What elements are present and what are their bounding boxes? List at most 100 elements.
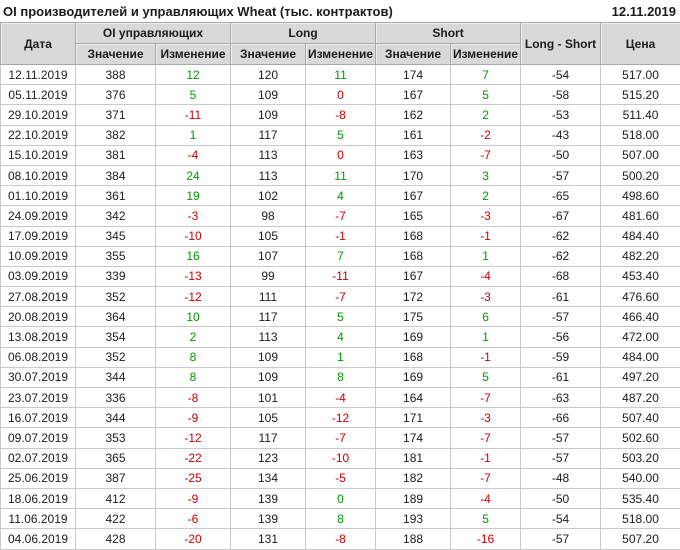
cell-short-change: -7 [451, 388, 521, 408]
col-header-short-group: Short [376, 23, 521, 44]
cell-oi-value: 384 [76, 165, 156, 185]
cell-oi-change: -13 [156, 266, 231, 286]
cell-oi-value: 355 [76, 246, 156, 266]
table-row: 29.10.2019 371 -11 109 -8 162 2 -53 511.… [1, 105, 680, 125]
cell-price: 497.20 [601, 367, 680, 387]
cell-short-value: 188 [376, 529, 451, 549]
cell-short-change: 6 [451, 307, 521, 327]
cell-oi-change: -9 [156, 488, 231, 508]
cell-long-short: -61 [521, 287, 601, 307]
cell-short-change: -1 [451, 448, 521, 468]
cell-long-short: -59 [521, 347, 601, 367]
cell-long-short: -50 [521, 145, 601, 165]
cell-short-value: 181 [376, 448, 451, 468]
cell-long-value: 134 [231, 468, 306, 488]
cell-price: 540.00 [601, 468, 680, 488]
cell-oi-value: 345 [76, 226, 156, 246]
cell-oi-value: 352 [76, 347, 156, 367]
cell-date: 06.08.2019 [1, 347, 76, 367]
table-row: 17.09.2019 345 -10 105 -1 168 -1 -62 484… [1, 226, 680, 246]
cell-date: 09.07.2019 [1, 428, 76, 448]
cell-oi-value: 339 [76, 266, 156, 286]
cell-oi-value: 388 [76, 65, 156, 85]
cell-long-change: 8 [306, 367, 376, 387]
cell-oi-value: 422 [76, 509, 156, 529]
cell-long-change: -8 [306, 105, 376, 125]
cell-date: 04.06.2019 [1, 529, 76, 549]
cell-long-short: -56 [521, 327, 601, 347]
cell-long-value: 117 [231, 307, 306, 327]
page-title: OI производителей и управляющих Wheat (т… [3, 4, 393, 19]
cell-price: 482.20 [601, 246, 680, 266]
cell-short-value: 174 [376, 65, 451, 85]
table-row: 02.07.2019 365 -22 123 -10 181 -1 -57 50… [1, 448, 680, 468]
col-header-long-value: Значение [231, 44, 306, 65]
col-header-long-change: Изменение [306, 44, 376, 65]
cell-oi-change: 8 [156, 347, 231, 367]
table-row: 25.06.2019 387 -25 134 -5 182 -7 -48 540… [1, 468, 680, 488]
cell-long-change: 0 [306, 488, 376, 508]
cell-price: 498.60 [601, 186, 680, 206]
cell-oi-value: 344 [76, 367, 156, 387]
cell-price: 453.40 [601, 266, 680, 286]
table-row: 04.06.2019 428 -20 131 -8 188 -16 -57 50… [1, 529, 680, 549]
cell-long-value: 101 [231, 388, 306, 408]
cell-long-change: 4 [306, 186, 376, 206]
cell-oi-value: 428 [76, 529, 156, 549]
cell-short-value: 169 [376, 327, 451, 347]
table-row: 03.09.2019 339 -13 99 -11 167 -4 -68 453… [1, 266, 680, 286]
title-bar: OI производителей и управляющих Wheat (т… [0, 0, 680, 22]
cell-oi-change: -8 [156, 388, 231, 408]
cell-price: 518.00 [601, 509, 680, 529]
cell-price: 500.20 [601, 165, 680, 185]
cell-short-change: -1 [451, 347, 521, 367]
cell-short-change: -3 [451, 408, 521, 428]
cell-oi-change: 10 [156, 307, 231, 327]
cell-long-value: 131 [231, 529, 306, 549]
cell-long-change: -1 [306, 226, 376, 246]
cell-long-value: 117 [231, 428, 306, 448]
cell-long-value: 105 [231, 408, 306, 428]
cell-short-change: 5 [451, 509, 521, 529]
cell-oi-change: 24 [156, 165, 231, 185]
cell-short-change: -3 [451, 206, 521, 226]
cell-long-short: -54 [521, 509, 601, 529]
cell-long-change: -8 [306, 529, 376, 549]
cell-oi-change: 12 [156, 65, 231, 85]
col-header-long-short: Long - Short [521, 23, 601, 65]
table-row: 22.10.2019 382 1 117 5 161 -2 -43 518.00 [1, 125, 680, 145]
cell-oi-value: 353 [76, 428, 156, 448]
cell-long-change: 4 [306, 327, 376, 347]
report-date: 12.11.2019 [612, 4, 676, 19]
cell-oi-value: 361 [76, 186, 156, 206]
cell-oi-value: 376 [76, 85, 156, 105]
table-header: Дата OI управляющих Long Short Long - Sh… [1, 23, 680, 65]
cell-oi-change: 19 [156, 186, 231, 206]
cell-oi-change: -10 [156, 226, 231, 246]
cell-short-change: -2 [451, 125, 521, 145]
cell-long-value: 98 [231, 206, 306, 226]
cell-oi-change: -20 [156, 529, 231, 549]
cell-oi-change: -12 [156, 428, 231, 448]
cell-long-short: -62 [521, 226, 601, 246]
cell-oi-value: 352 [76, 287, 156, 307]
cell-price: 487.20 [601, 388, 680, 408]
cell-long-value: 139 [231, 488, 306, 508]
col-header-price: Цена [601, 23, 680, 65]
table-row: 13.08.2019 354 2 113 4 169 1 -56 472.00 [1, 327, 680, 347]
cell-short-change: 7 [451, 65, 521, 85]
cell-oi-change: 8 [156, 367, 231, 387]
cell-short-change: -7 [451, 145, 521, 165]
cell-price: 472.00 [601, 327, 680, 347]
col-header-long-group: Long [231, 23, 376, 44]
cell-short-value: 168 [376, 226, 451, 246]
table-row: 10.09.2019 355 16 107 7 168 1 -62 482.20 [1, 246, 680, 266]
cell-date: 11.06.2019 [1, 509, 76, 529]
cell-oi-value: 364 [76, 307, 156, 327]
table-row: 15.10.2019 381 -4 113 0 163 -7 -50 507.0… [1, 145, 680, 165]
cell-price: 507.20 [601, 529, 680, 549]
table-row: 23.07.2019 336 -8 101 -4 164 -7 -63 487.… [1, 388, 680, 408]
cell-date: 08.10.2019 [1, 165, 76, 185]
cell-long-value: 113 [231, 327, 306, 347]
cell-price: 515.20 [601, 85, 680, 105]
